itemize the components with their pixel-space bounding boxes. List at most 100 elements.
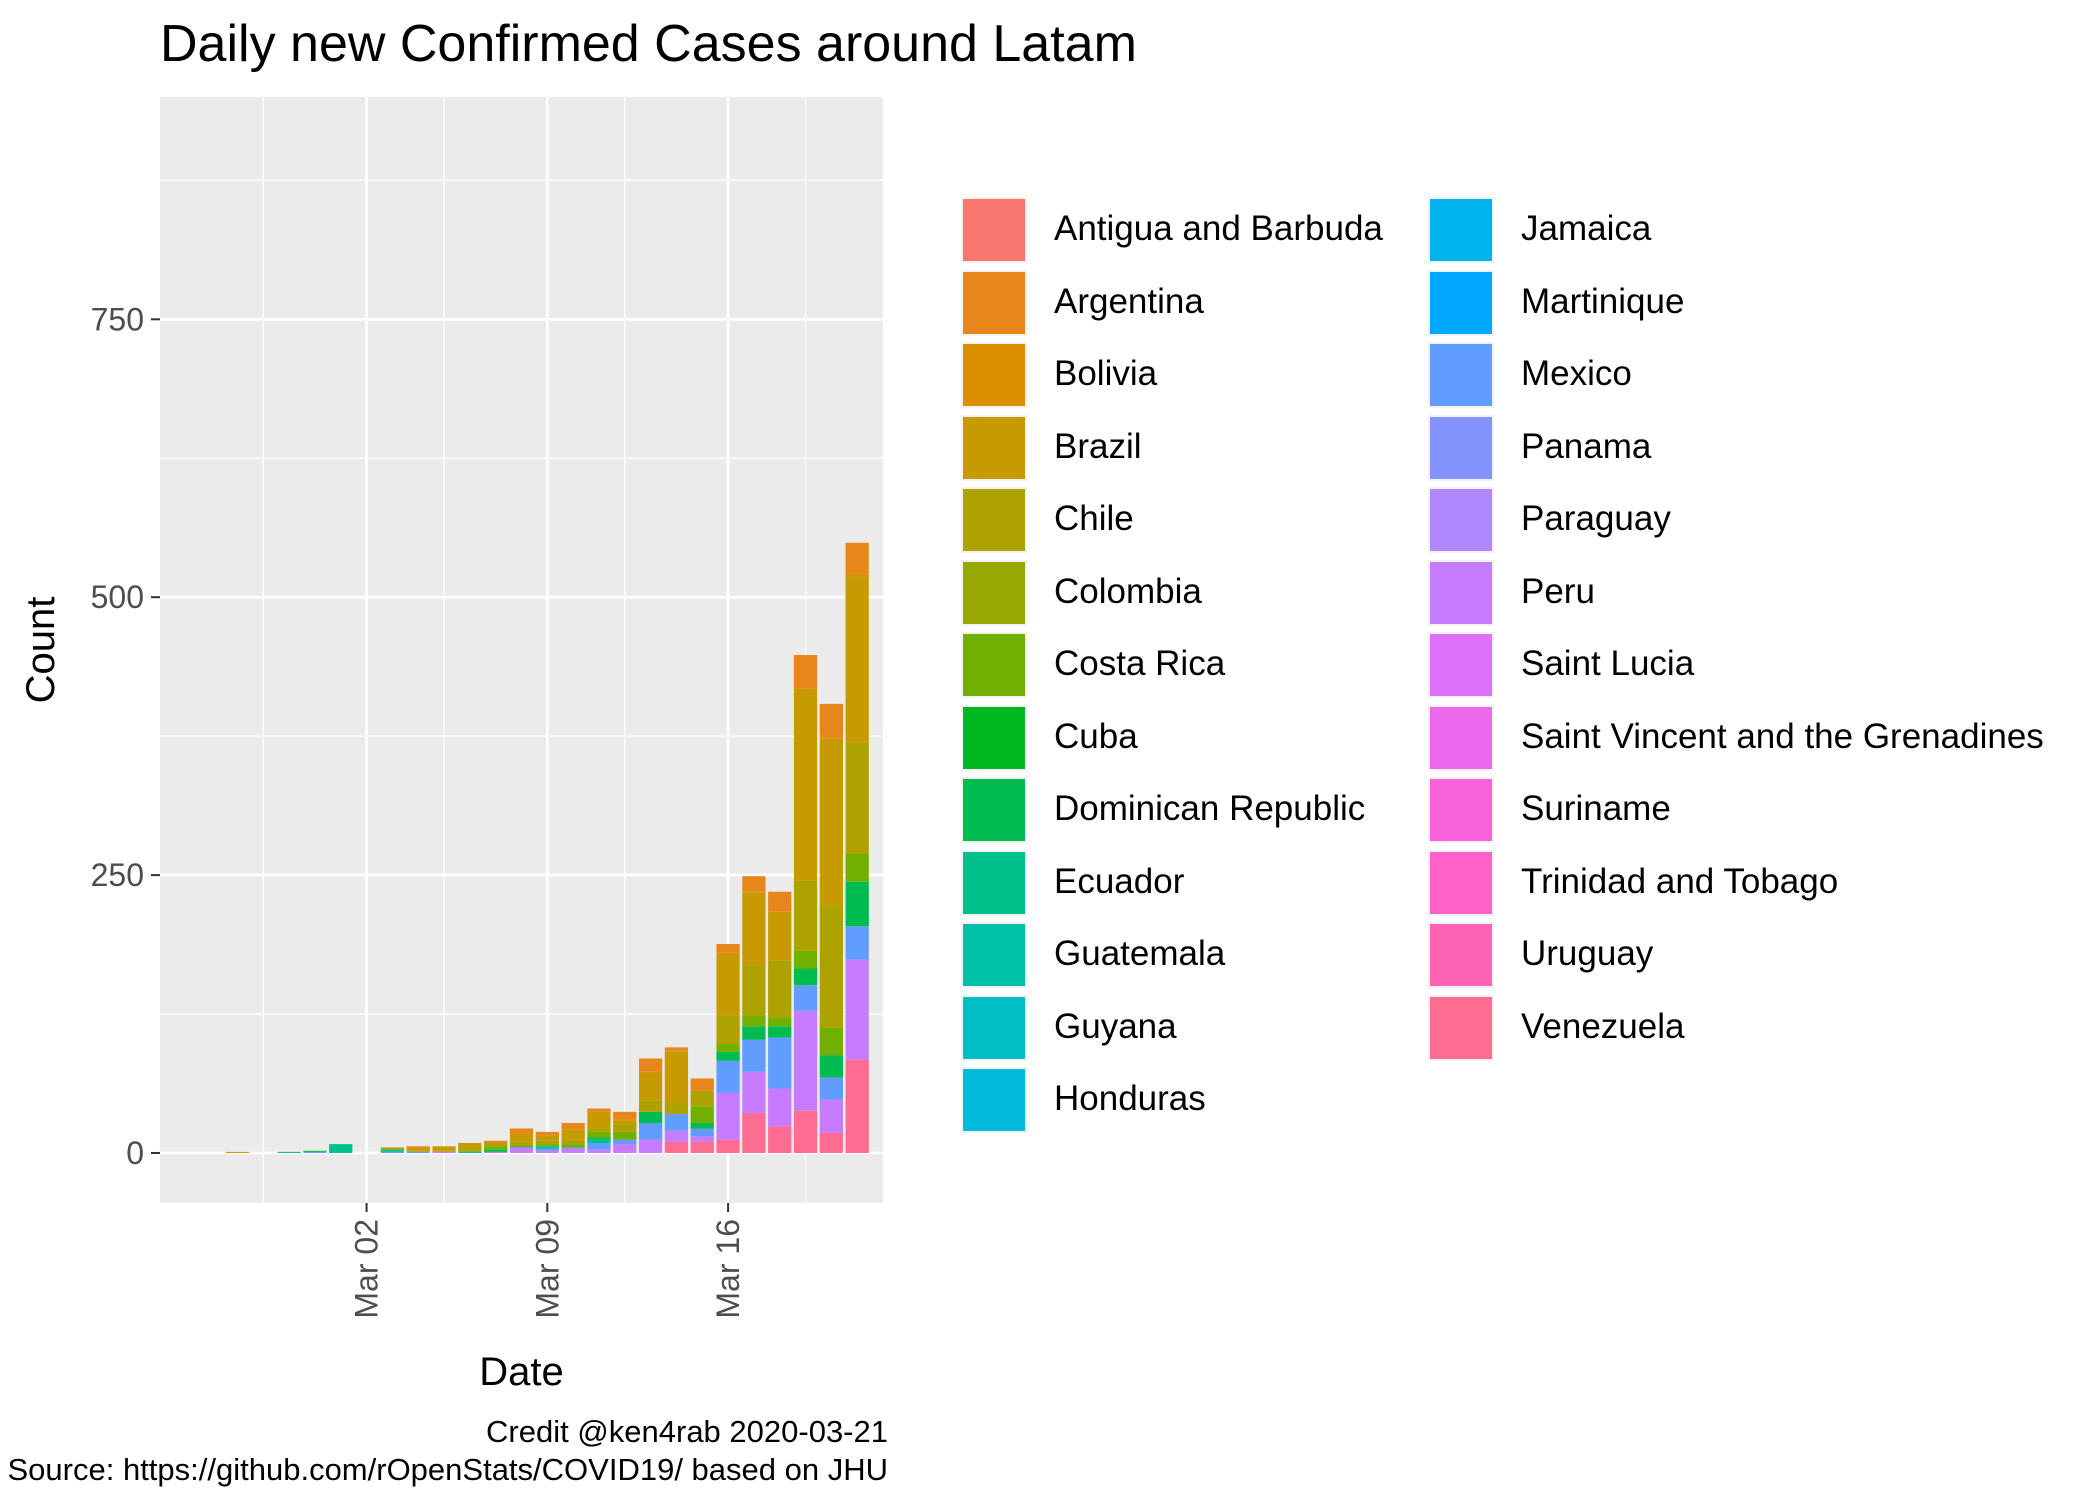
bar-segment: [845, 1059, 869, 1153]
legend-item: Dominican Republic: [960, 776, 1520, 846]
bar-segment: [845, 926, 869, 960]
bar-segment: [664, 1051, 689, 1103]
legend-label: Uruguay: [1521, 934, 1654, 973]
legend-label: Chile: [1054, 499, 1134, 538]
bar-segment: [509, 1134, 534, 1142]
bar-segment: [768, 1037, 792, 1089]
bar-segment: [509, 1146, 534, 1148]
bar-segment: [484, 1151, 508, 1153]
legend-label: Peru: [1521, 571, 1595, 611]
legend-item: Martinique: [1427, 268, 1987, 339]
bar-segment: [303, 1150, 327, 1152]
bar-segment: [768, 1017, 792, 1027]
bar-segment: [458, 1142, 482, 1149]
bar-segment: [690, 1141, 714, 1153]
bar-segment: [690, 1128, 714, 1137]
bar-segment: [535, 1140, 559, 1145]
legend-swatch: [1427, 413, 1495, 482]
bar-segment: [638, 1071, 663, 1073]
bar-segment: [432, 1150, 456, 1152]
bar-segment: [793, 689, 818, 881]
legend-swatch: [960, 413, 1028, 482]
bar-segment: [690, 1122, 714, 1129]
bar-segment: [484, 1149, 508, 1152]
bar-segment: [664, 1114, 689, 1131]
bar-segment: [587, 1149, 611, 1153]
bar-segment: [690, 1136, 714, 1142]
bar-segment: [458, 1150, 482, 1152]
bar-segment: [845, 573, 869, 577]
legend-swatch: [960, 558, 1028, 627]
bar-segment: [768, 1026, 792, 1038]
legend-swatch: [1427, 776, 1495, 844]
legend-swatch: [960, 1066, 1028, 1134]
legend-item: Cuba: [960, 703, 1520, 774]
legend-label: Cuba: [1054, 716, 1138, 756]
bar-segment: [716, 952, 740, 955]
bar-segment: [742, 891, 766, 893]
bar-segment: [819, 1099, 843, 1133]
bar-segment: [587, 1128, 611, 1132]
legend-swatch: [1427, 848, 1495, 917]
legend-label: Costa Rica: [1054, 644, 1226, 683]
legend-item: Saint Vincent and the Grenadines: [1427, 703, 2044, 774]
legend-item: Panama: [1427, 413, 1987, 484]
bar-segment: [561, 1139, 585, 1145]
bar-segment: [587, 1139, 611, 1143]
bar-segment: [768, 911, 792, 961]
legend-label: Dominican Republic: [1054, 789, 1366, 828]
bar-segment: [819, 1027, 843, 1056]
legend-swatch: [960, 921, 1028, 989]
x-tick-label: Mar 02: [349, 1219, 385, 1319]
legend-label: Honduras: [1054, 1079, 1206, 1118]
bar-segment: [535, 1144, 559, 1147]
bar-segment: [664, 1141, 689, 1153]
bar-segment: [380, 1147, 405, 1149]
bar-segment: [484, 1146, 508, 1150]
legend-label: Saint Vincent and the Grenadines: [1521, 716, 2044, 756]
bar-segment: [793, 950, 818, 969]
bar-segment: [845, 853, 869, 882]
legend-item: Chile: [960, 486, 1520, 556]
bar-segment: [819, 1055, 843, 1078]
bar-segment: [716, 944, 740, 953]
chart-title: Daily new Confirmed Cases around Latam: [160, 15, 1137, 73]
legend-swatch: [960, 776, 1028, 844]
bar-segment: [845, 881, 869, 927]
bar-segment: [509, 1128, 534, 1135]
bar-segment: [638, 1111, 663, 1123]
legend-label: Paraguay: [1521, 499, 1671, 538]
bar-segment: [613, 1120, 637, 1125]
bar-segment: [793, 655, 818, 689]
bar-segment: [561, 1128, 585, 1130]
bar-segment: [716, 1051, 740, 1061]
legend-item: Argentina: [960, 268, 1520, 339]
legend-item: Paraguay: [1427, 486, 1987, 556]
legend-label: Venezuela: [1521, 1006, 1685, 1046]
bar-segment: [742, 1071, 766, 1113]
bar-segment: [613, 1124, 637, 1132]
legend-item: Suriname: [1427, 776, 1987, 846]
legend-swatch: [960, 486, 1028, 554]
bar-segment: [535, 1150, 559, 1153]
bar-segment: [768, 891, 792, 912]
y-tick-label: 500: [91, 579, 144, 615]
bar-segment: [638, 1122, 663, 1140]
bar-segment: [664, 1102, 689, 1115]
bar-segment: [819, 905, 843, 1028]
legend-swatch: [1427, 993, 1495, 1062]
x-axis-title: Date: [479, 1350, 564, 1394]
bar-segment: [613, 1139, 637, 1145]
legend-swatch: [1427, 341, 1495, 409]
bar-segment: [845, 959, 869, 1060]
legend-item: Brazil: [960, 413, 1520, 484]
bar-segment: [458, 1148, 482, 1151]
bar-segment: [768, 1088, 792, 1127]
y-tick-label: 750: [91, 301, 144, 337]
y-tick-label: 0: [126, 1135, 144, 1171]
bar-segment: [690, 1090, 714, 1107]
bar-segment: [225, 1151, 250, 1153]
legend-item: Colombia: [960, 558, 1520, 629]
